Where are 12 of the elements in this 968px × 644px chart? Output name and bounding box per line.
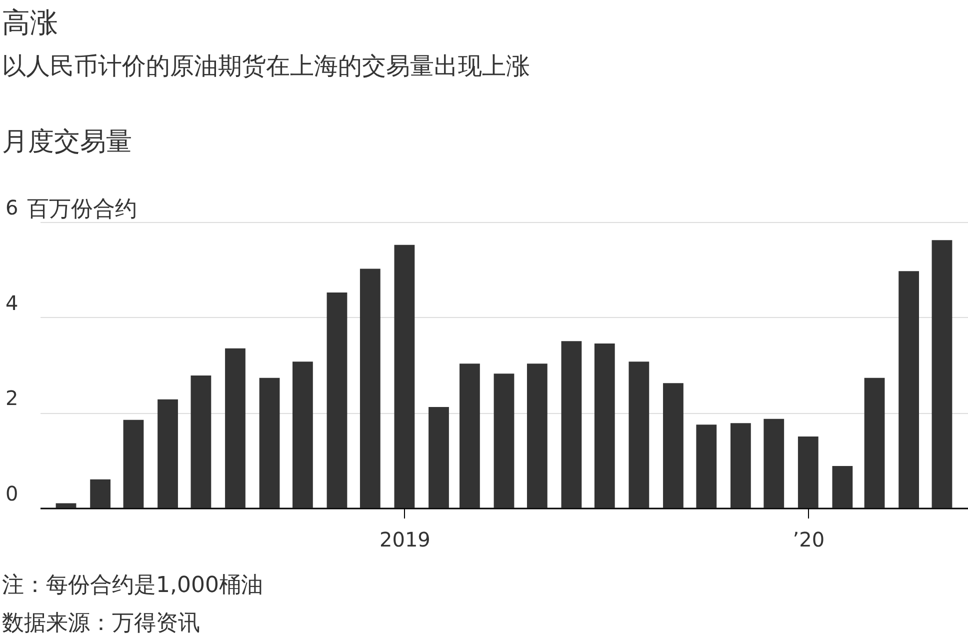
x-tick-label: 2019	[380, 528, 430, 552]
y-tick-label: 6	[6, 196, 18, 220]
y-axis-title: 百万份合约	[27, 197, 137, 222]
chart-subtitle: 以人民币计价的原油期货在上海的交易量出现上涨	[2, 52, 530, 80]
chart-title: 高涨	[2, 6, 58, 39]
x-tick-label: ’20	[792, 528, 825, 552]
source-note: 数据来源：万得资讯	[2, 611, 200, 636]
y-tick-label: 0	[6, 482, 18, 506]
y-tick-label: 4	[6, 290, 18, 315]
text: 注：每份合约是1,000桶油	[2, 573, 263, 598]
y-tick-label: 2	[6, 386, 18, 410]
text: 月度交易量	[2, 127, 132, 157]
